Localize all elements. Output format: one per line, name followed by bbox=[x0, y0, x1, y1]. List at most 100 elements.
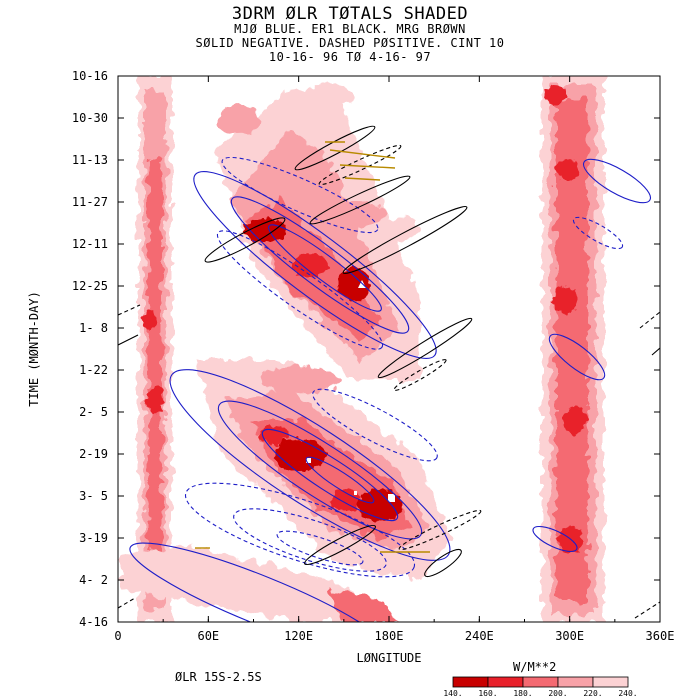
colorbar-level-label: 220. bbox=[583, 689, 602, 698]
x-tick-label: 240E bbox=[465, 629, 494, 643]
colorbar-swatch bbox=[522, 676, 559, 688]
er1-contour-edge bbox=[651, 347, 660, 356]
olr-deep-convection bbox=[261, 425, 289, 445]
mjo-contour-negative bbox=[193, 171, 437, 359]
y-tick-label: 11-13 bbox=[72, 153, 108, 167]
mjo-contour-positive bbox=[216, 230, 384, 350]
er1-contour-edge bbox=[118, 597, 136, 609]
y-tick-label: 12-25 bbox=[72, 279, 108, 293]
er1-contour-negative bbox=[309, 175, 411, 225]
y-tick-label: 3- 5 bbox=[79, 489, 108, 503]
olr-patch bbox=[380, 218, 420, 242]
olr-deep-convection bbox=[555, 160, 579, 180]
mjo-contour-positive bbox=[221, 156, 379, 234]
er1-contour-negative bbox=[204, 217, 286, 263]
olr-min-marker bbox=[388, 494, 395, 502]
olr-deep-convection bbox=[274, 439, 326, 471]
er1-contour-negative bbox=[424, 548, 462, 578]
y-tick-label: 3-19 bbox=[79, 531, 108, 545]
er1-contour-edge bbox=[639, 311, 660, 329]
mjo-contour-negative bbox=[217, 400, 423, 540]
x-tick-label: 300E bbox=[555, 629, 584, 643]
colorbar-swatch bbox=[592, 676, 629, 688]
olr-band-east-strong bbox=[556, 100, 588, 600]
olr-shading bbox=[120, 76, 604, 622]
olr-deep-convection bbox=[358, 489, 402, 521]
olr-deep-convection bbox=[243, 218, 287, 242]
olr-min-marker bbox=[354, 491, 357, 495]
colorbar-level-label: 160. bbox=[478, 689, 497, 698]
olr-deep-convection bbox=[553, 286, 577, 314]
x-axis-label: LØNGITUDE bbox=[356, 651, 421, 665]
mjo-contour-negative bbox=[129, 542, 391, 622]
er1-contour-edge bbox=[118, 334, 139, 346]
olr-band-west-strong bbox=[148, 160, 162, 560]
olr-patch bbox=[305, 83, 355, 107]
olr-patch bbox=[218, 106, 262, 134]
axes: 0 60E 120E 180E 240E 300E 360E 10-16 10-30 11-13 1… bbox=[27, 69, 674, 665]
olr-tail-bottom-core bbox=[330, 590, 400, 622]
chart-subtitle-line4: 10-16- 96 TØ 4-16- 97 bbox=[268, 50, 432, 64]
colorbar-level-label: 240. bbox=[618, 689, 637, 698]
olr-deep-convection bbox=[563, 406, 587, 434]
colorbar-swatch bbox=[452, 676, 489, 688]
olr-deep-convection bbox=[143, 310, 157, 330]
y-tick-label: 10-30 bbox=[72, 111, 108, 125]
mjo-contour-positive bbox=[184, 482, 416, 578]
er1-contour-negative bbox=[304, 524, 376, 566]
mjo-contour-positive bbox=[233, 508, 387, 572]
colorbar-swatch bbox=[557, 676, 594, 688]
y-tick-label: 2-19 bbox=[79, 447, 108, 461]
chart-subtitle-line2: MJØ BLUE. ER1 BLACK. MRG BRØWN bbox=[234, 22, 466, 36]
mjo-contour-negative bbox=[261, 428, 399, 522]
er1-contour-negative bbox=[294, 125, 376, 171]
olr-patch bbox=[260, 366, 340, 394]
colorbar-level-label: 200. bbox=[548, 689, 567, 698]
colorbar-units: W/M**2 bbox=[513, 660, 557, 674]
colorbar: 140. 160. 180. 200. 220. 240. bbox=[443, 676, 638, 698]
olr-deep-convection bbox=[147, 386, 163, 414]
y-tick-label: 11-27 bbox=[72, 195, 108, 209]
anomaly-contours bbox=[118, 125, 660, 622]
x-tick-label: 0 bbox=[114, 629, 121, 643]
er1-contour-edge bbox=[634, 601, 660, 619]
olr-deep-convection bbox=[545, 85, 565, 105]
mjo-contour-negative bbox=[268, 224, 382, 312]
mjo-contour-negative bbox=[582, 158, 652, 204]
olr-deep-convection bbox=[339, 269, 371, 301]
x-tick-label: 360E bbox=[646, 629, 675, 643]
olr-tail-bottom bbox=[120, 545, 400, 622]
er1-contour-edge bbox=[118, 304, 141, 316]
mjo-contour-negative bbox=[305, 456, 375, 504]
mrg-contour bbox=[344, 177, 381, 181]
y-tick-label: 4-16 bbox=[79, 615, 108, 629]
mjo-contour-negative bbox=[169, 369, 451, 561]
colorbar-swatch bbox=[487, 676, 524, 688]
mjo-contour-positive bbox=[276, 530, 364, 566]
y-axis-label: TIME (MØNTH-DAY) bbox=[27, 291, 41, 407]
y-tick-label: 4- 2 bbox=[79, 573, 108, 587]
mjo-contour-negative bbox=[532, 525, 578, 553]
mjo-contour-negative bbox=[548, 333, 606, 381]
er1-contour-positive bbox=[393, 359, 447, 391]
er1-contour-positive bbox=[318, 144, 402, 186]
y-tick-label: 1-22 bbox=[79, 363, 108, 377]
er1-contour-negative bbox=[377, 317, 473, 379]
mrg-contour bbox=[339, 164, 396, 169]
mjo-contour-positive bbox=[312, 388, 438, 462]
colorbar-level-label: 180. bbox=[513, 689, 532, 698]
olr-min-marker bbox=[306, 458, 311, 463]
y-tick-label: 10-16 bbox=[72, 69, 108, 83]
x-tick-label: 180E bbox=[375, 629, 404, 643]
olr-deep-convection bbox=[292, 253, 328, 277]
y-tick-label: 1- 8 bbox=[79, 321, 108, 335]
er1-contour-negative bbox=[342, 206, 468, 274]
y-tick-label: 2- 5 bbox=[79, 405, 108, 419]
olr-patch bbox=[325, 203, 385, 227]
mjo-contour-negative bbox=[230, 196, 410, 334]
y-tick-label: 12-11 bbox=[72, 237, 108, 251]
chart-title: 3DRM ØLR TØTALS SHADED bbox=[231, 4, 469, 24]
x-tick-label: 60E bbox=[197, 629, 219, 643]
olr-deep-convection bbox=[558, 526, 582, 554]
